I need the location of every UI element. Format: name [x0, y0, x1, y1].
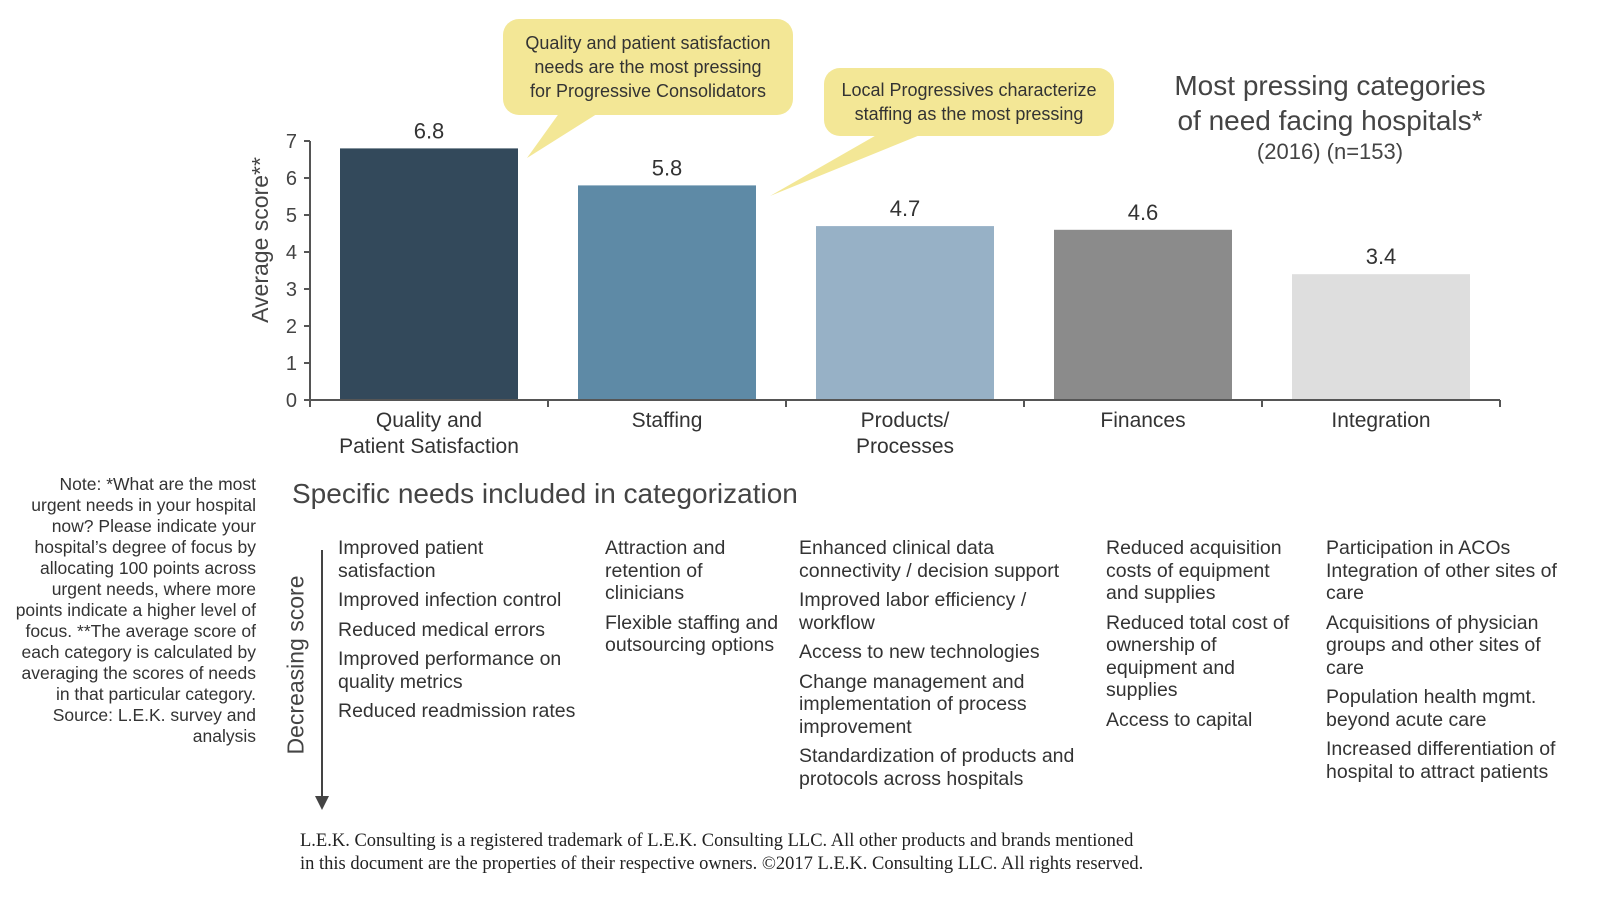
- callout-pointer: [770, 133, 925, 196]
- annotation-text: staffing as the most pressing: [855, 104, 1084, 124]
- need-item: Access to new technologies: [799, 641, 1040, 663]
- arrow-down-icon: [315, 796, 329, 810]
- need-item: Standardization of products and protocol…: [799, 745, 1075, 790]
- need-item: Reduced acquisition costs of equipment a…: [1106, 537, 1282, 604]
- y-tick-label: 4: [286, 242, 297, 264]
- callout-box: [824, 68, 1114, 136]
- annotation-text: needs are the most pressing: [534, 57, 761, 77]
- x-tick-label: Patient Satisfaction: [339, 435, 519, 458]
- x-tick-label: Finances: [1100, 409, 1185, 432]
- y-tick-label: 6: [286, 168, 297, 190]
- x-tick-label: Staffing: [632, 409, 703, 432]
- need-item: Reduced medical errors: [338, 618, 546, 641]
- needs-column-products: Enhanced clinical data connectivity / de…: [799, 537, 1089, 797]
- annotation-text: Local Progressives characterize: [841, 80, 1096, 100]
- callout-pointer: [527, 112, 600, 158]
- needs-column-finances: Reduced acquisition costs of equipment a…: [1106, 537, 1296, 738]
- callout-box: [503, 19, 793, 115]
- data-label: 6.8: [414, 118, 445, 143]
- need-item: Improved infection control: [338, 589, 562, 611]
- y-tick-label: 2: [286, 316, 297, 338]
- chart-title-line-2: of need facing hospitals*: [1177, 105, 1483, 136]
- need-item: Improved labor efficiency / workflow: [799, 589, 1027, 634]
- decreasing-arrow-line: [321, 550, 323, 800]
- need-item: Access to capital: [1106, 708, 1253, 731]
- footer-line-1: L.E.K. Consulting is a registered tradem…: [300, 831, 1134, 851]
- need-item: Reduced total cost of ownership of equip…: [1106, 611, 1290, 702]
- need-item: Enhanced clinical data connectivity / de…: [799, 537, 1060, 582]
- need-item: Integration of other sites of care: [1326, 559, 1557, 605]
- bar: [1292, 274, 1470, 400]
- y-tick-label: 5: [286, 205, 297, 227]
- y-tick-label: 1: [286, 353, 297, 375]
- needs-column-quality: Improved patient satisfaction Improved i…: [338, 537, 578, 730]
- need-item: Change management and implementation of …: [799, 670, 1027, 738]
- x-tick-label: Processes: [856, 435, 954, 458]
- need-item: Acquisitions of physician groups and oth…: [1326, 611, 1541, 679]
- need-item: Flexible staffing and outsourcing option…: [605, 611, 779, 657]
- x-tick-label: Products/: [861, 409, 950, 432]
- bar: [1054, 229, 1232, 400]
- need-item: Population health mgmt. beyond acute car…: [1326, 686, 1537, 731]
- x-tick-label: Quality and: [376, 409, 482, 432]
- decreasing-score-label: Decreasing score: [282, 575, 309, 755]
- needs-column-integration: Participation in ACOs Integration of oth…: [1326, 537, 1566, 790]
- annotation-text: Quality and patient satisfaction: [525, 33, 770, 53]
- bar: [340, 148, 518, 400]
- needs-column-staffing: Attraction and retention of clinicians F…: [605, 537, 780, 664]
- footer-line-2: in this document are the properties of t…: [300, 854, 1144, 874]
- need-item: Reduced readmission rates: [338, 700, 576, 722]
- chart-title: Most pressing categories of need facing …: [1150, 68, 1510, 166]
- annotation-text: for Progressive Consolidators: [530, 81, 766, 101]
- need-item: Attraction and retention of clinicians: [605, 537, 726, 604]
- need-item: Improved performance on quality metrics: [338, 648, 562, 693]
- chart-subtitle: (2016) (n=153): [1256, 139, 1404, 164]
- need-item: Participation in ACOs: [1326, 537, 1511, 559]
- y-tick-label: 3: [286, 279, 297, 301]
- y-axis-label: Average score**: [247, 157, 273, 323]
- y-tick-label: 0: [286, 390, 297, 412]
- data-label: 4.6: [1128, 200, 1159, 225]
- need-item: Improved patient satisfaction: [338, 537, 484, 582]
- need-item: Increased differentiation of hospital to…: [1326, 738, 1556, 783]
- bar: [816, 226, 994, 400]
- needs-section-title: Specific needs included in categorizatio…: [292, 478, 798, 509]
- copyright-footer: L.E.K. Consulting is a registered tradem…: [300, 830, 1143, 876]
- y-tick-label: 7: [286, 131, 297, 153]
- chart-title-line-1: Most pressing categories: [1174, 70, 1486, 101]
- data-label: 5.8: [652, 155, 683, 180]
- data-label: 4.7: [890, 196, 921, 221]
- footnote: Note: *What are the most urgent needs in…: [15, 474, 256, 746]
- x-tick-label: Integration: [1331, 409, 1430, 432]
- bar: [578, 185, 756, 400]
- data-label: 3.4: [1366, 244, 1397, 269]
